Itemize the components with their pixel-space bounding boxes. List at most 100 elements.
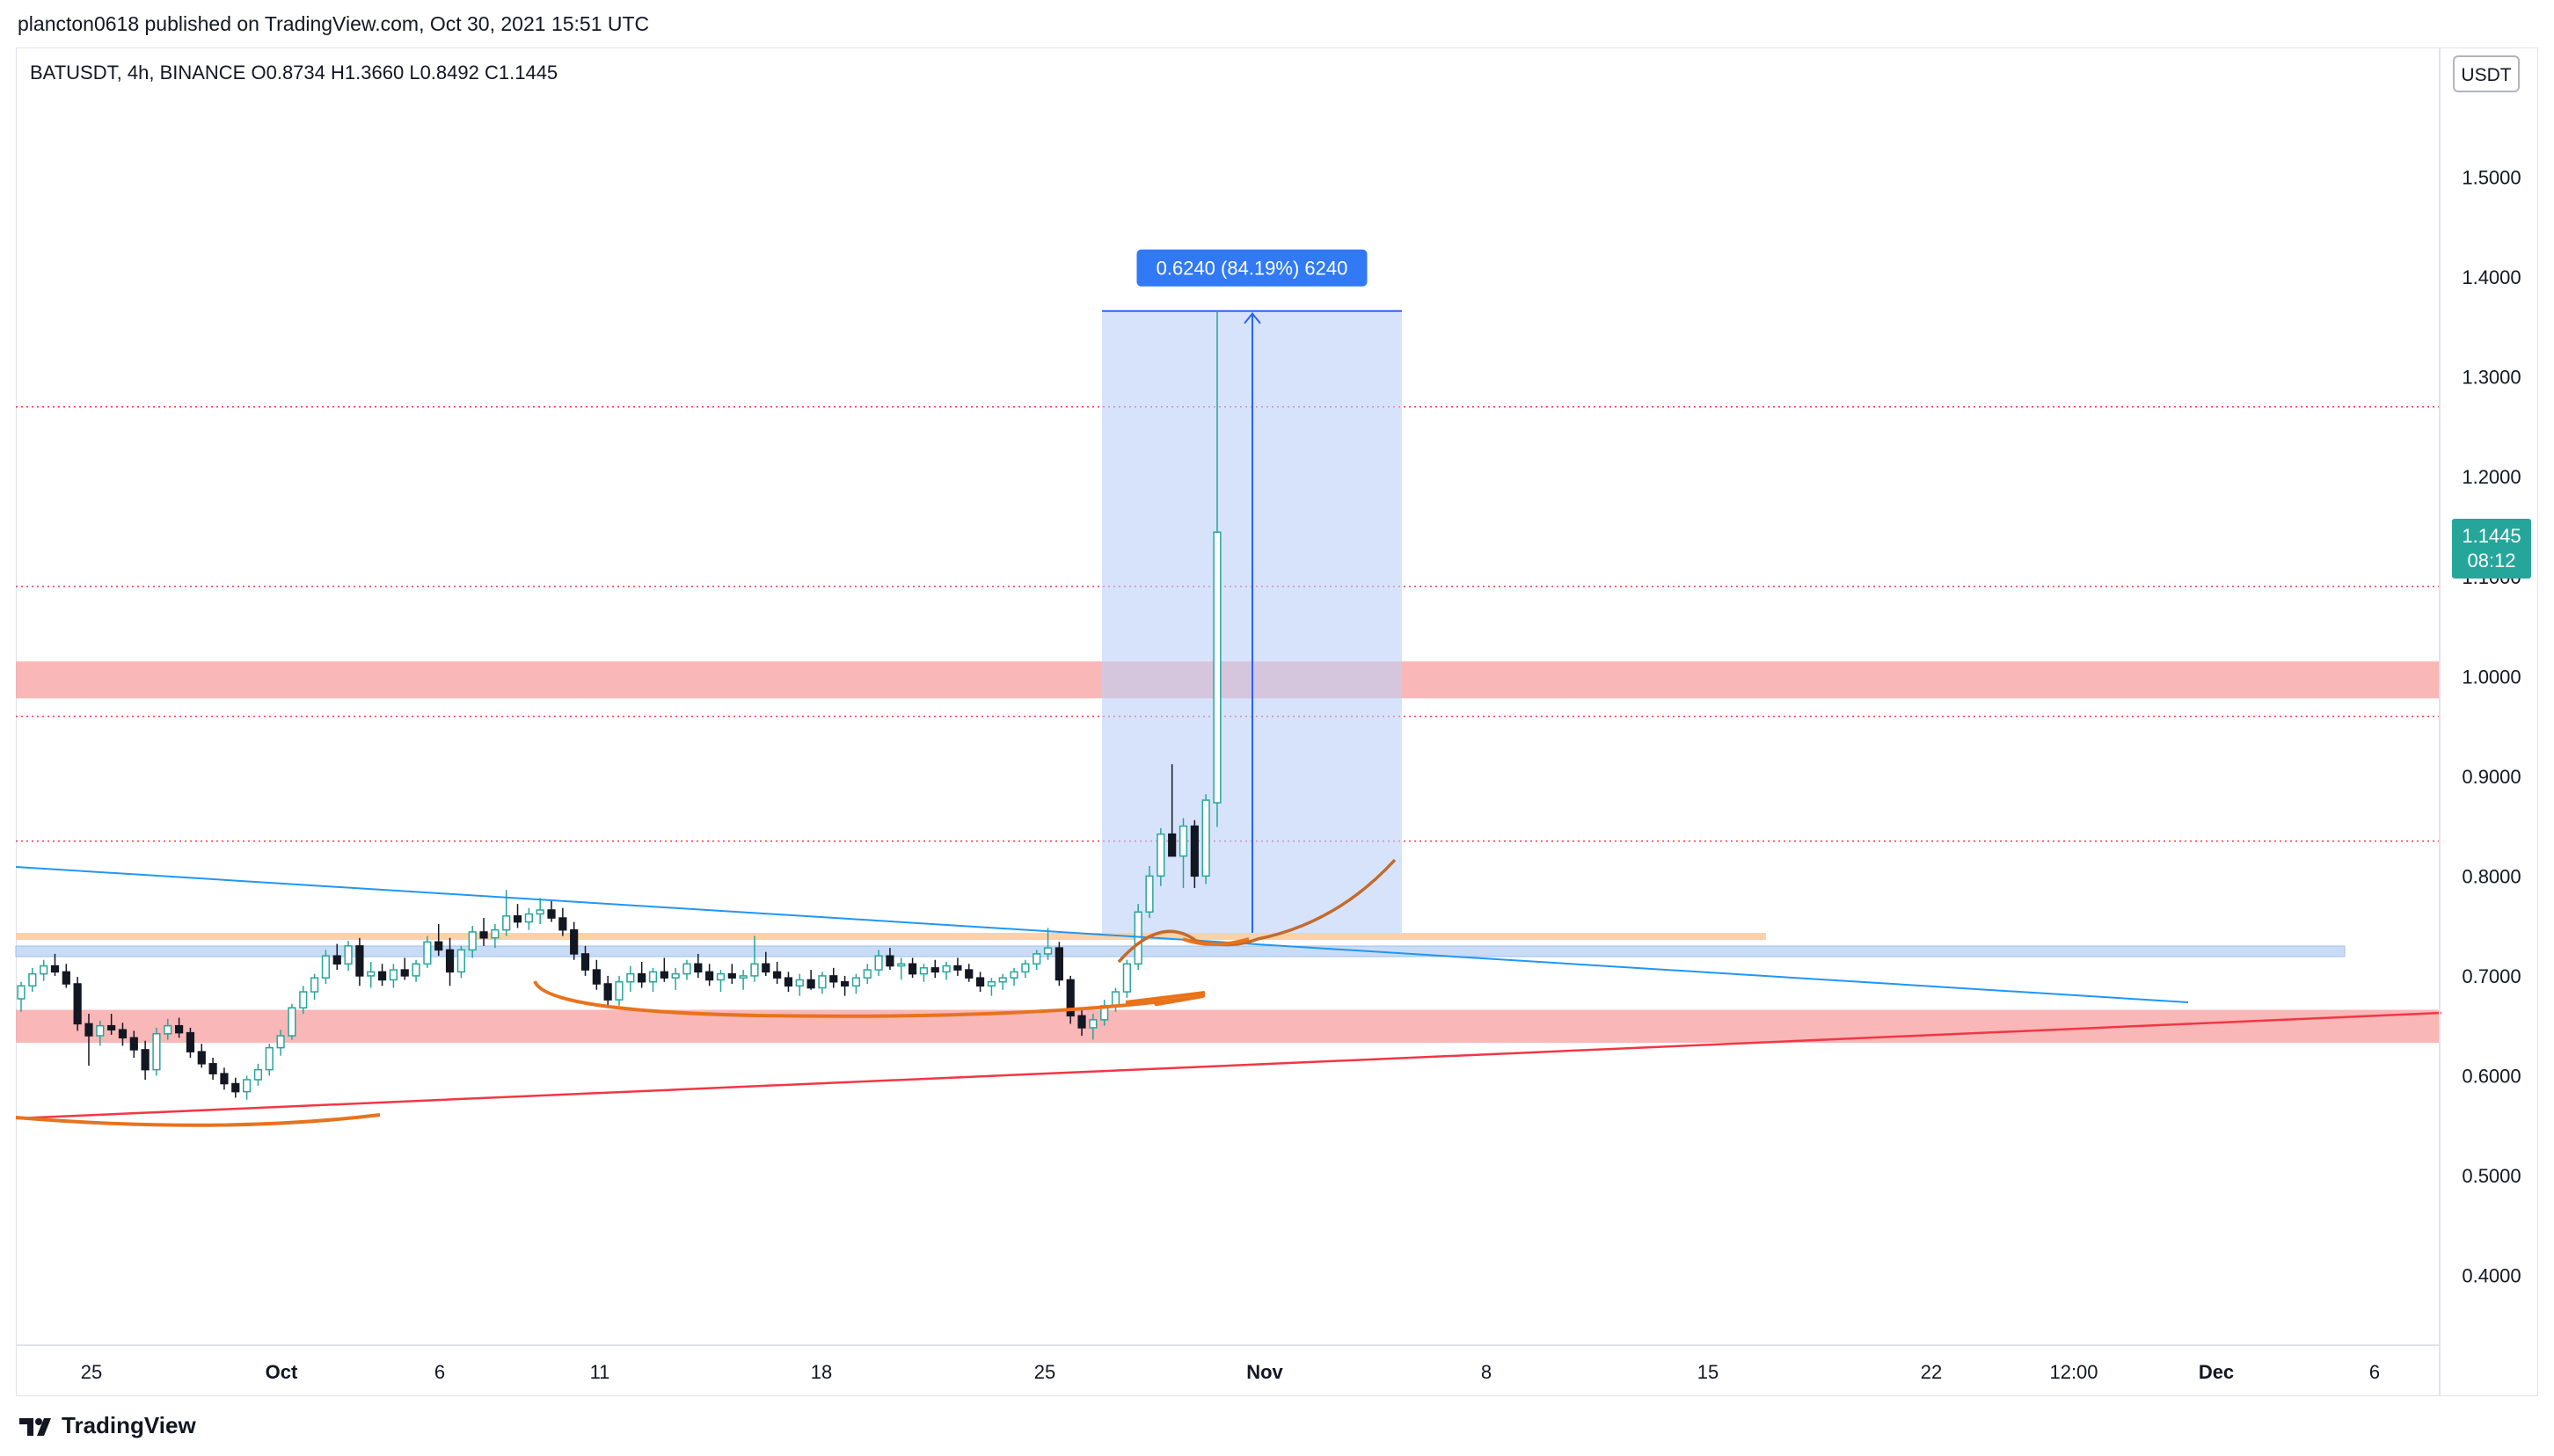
bottom-curve-middle[interactable] bbox=[533, 980, 1206, 1018]
price-tick-label: 0.9000 bbox=[2462, 766, 2521, 788]
candle-body bbox=[1213, 531, 1222, 804]
candle-body bbox=[1021, 963, 1030, 973]
time-tick-label: 6 bbox=[434, 1361, 445, 1383]
price-tick-label: 0.8000 bbox=[2462, 865, 2521, 887]
candle-body bbox=[851, 977, 861, 987]
support-band-blue[interactable] bbox=[15, 945, 2346, 957]
candle-body bbox=[389, 969, 398, 981]
descending-trendline[interactable] bbox=[15, 866, 2189, 1003]
candle-body bbox=[28, 972, 37, 987]
candle-body bbox=[1178, 825, 1188, 857]
candle-body bbox=[694, 963, 703, 973]
candle-body bbox=[806, 979, 815, 989]
time-tick-label: 25 bbox=[1034, 1361, 1055, 1383]
time-tick-label: Dec bbox=[2199, 1361, 2234, 1383]
legend-close: C1.1445 bbox=[485, 62, 558, 84]
time-tick-label: 11 bbox=[590, 1361, 610, 1383]
measure-arrow-head-icon bbox=[1244, 312, 1261, 324]
candle-body bbox=[1066, 979, 1075, 1017]
footer[interactable]: TradingView bbox=[18, 1412, 196, 1439]
candle-body bbox=[536, 909, 544, 915]
candle-body bbox=[141, 1049, 150, 1071]
time-tick-label: Oct bbox=[266, 1361, 298, 1383]
candle-body bbox=[987, 980, 996, 987]
candle-body bbox=[400, 969, 409, 977]
candle-body bbox=[1145, 875, 1154, 913]
handle-line[interactable] bbox=[1125, 991, 1206, 1004]
candle-body bbox=[795, 979, 804, 987]
footer-brand: TradingView bbox=[62, 1412, 196, 1438]
candle-body bbox=[423, 941, 432, 965]
chart-frame bbox=[16, 47, 2538, 1396]
candle-body bbox=[953, 965, 962, 971]
candle-body bbox=[1157, 833, 1165, 877]
candle-body bbox=[1201, 799, 1210, 877]
candle-body bbox=[40, 965, 48, 975]
candle-body bbox=[942, 965, 951, 973]
candle-body bbox=[1043, 947, 1053, 955]
candle-body bbox=[456, 949, 465, 973]
candle-body bbox=[253, 1068, 263, 1081]
candle-body bbox=[513, 915, 522, 923]
candle-body bbox=[299, 991, 308, 1008]
breakout-curve[interactable] bbox=[1117, 858, 1397, 964]
candle-body bbox=[186, 1031, 195, 1052]
candle-body bbox=[175, 1024, 184, 1034]
ascending-trendline[interactable] bbox=[15, 1011, 2442, 1120]
bottom-curve-left[interactable] bbox=[15, 1113, 381, 1127]
candle-body bbox=[445, 949, 455, 973]
legend-open: O0.8734 bbox=[251, 62, 325, 84]
candle-body bbox=[1077, 1015, 1086, 1029]
price-zone-1[interactable] bbox=[16, 1009, 2440, 1043]
candle-body bbox=[626, 972, 635, 983]
time-tick-label: 18 bbox=[811, 1361, 832, 1383]
time-tick-label: 25 bbox=[81, 1361, 102, 1383]
support-band-orange[interactable] bbox=[16, 933, 1766, 940]
candle-body bbox=[310, 977, 319, 993]
symbol-legend[interactable]: BATUSDT, 4h, BINANCE O0.8734 H1.3660 L0.… bbox=[30, 62, 558, 84]
candle-body bbox=[164, 1024, 172, 1035]
candle-body bbox=[355, 945, 364, 977]
candle-body bbox=[17, 985, 26, 1000]
measure-label[interactable]: 0.6240 (84.19%) 6240 bbox=[1136, 249, 1368, 287]
currency-button-label: USDT bbox=[2461, 65, 2511, 85]
candle-body bbox=[841, 980, 850, 987]
candle-body bbox=[367, 971, 376, 977]
candle-body bbox=[276, 1035, 285, 1049]
candle-body bbox=[265, 1046, 274, 1071]
candle-body bbox=[886, 955, 894, 967]
legend-symbol: BATUSDT bbox=[30, 62, 119, 84]
legend-exchange: BINANCE bbox=[160, 62, 246, 84]
candle-body bbox=[547, 909, 556, 919]
currency-button[interactable] bbox=[2453, 55, 2520, 92]
price-tick-label: 1.2000 bbox=[2462, 466, 2521, 488]
candle-body bbox=[62, 971, 70, 985]
candle-body bbox=[434, 941, 443, 951]
candle-body bbox=[321, 955, 331, 979]
time-axis[interactable]: 25 Oct 6 11 18 25 Nov 8 15 22 12:00 Dec 6 bbox=[81, 1361, 2380, 1383]
candle-body bbox=[716, 972, 726, 981]
candle-body bbox=[739, 975, 748, 979]
candle-body bbox=[784, 977, 793, 987]
candle-body bbox=[332, 955, 341, 965]
candle-body bbox=[592, 969, 601, 985]
candle-body bbox=[524, 913, 533, 923]
candle-body bbox=[73, 983, 82, 1025]
candle-body bbox=[762, 963, 770, 973]
candle-body bbox=[727, 972, 736, 979]
candle-body bbox=[118, 1029, 128, 1039]
candle-body bbox=[129, 1037, 138, 1051]
measure-label-text: 0.6240 (84.19%) 6240 bbox=[1157, 258, 1348, 280]
candle-body bbox=[468, 931, 477, 951]
candle-body bbox=[874, 955, 883, 971]
candle-body bbox=[1168, 833, 1177, 857]
retest-curve[interactable] bbox=[1182, 937, 1250, 946]
candle-body bbox=[152, 1033, 161, 1071]
candle-body bbox=[220, 1073, 229, 1085]
candle-body bbox=[638, 972, 646, 983]
candle-body bbox=[615, 980, 624, 1001]
candle-body bbox=[580, 953, 590, 971]
price-axis[interactable]: 1.50001.40001.30001.20001.10001.00000.90… bbox=[2462, 167, 2521, 1287]
last-price-countdown: 08:12 bbox=[2467, 550, 2515, 571]
